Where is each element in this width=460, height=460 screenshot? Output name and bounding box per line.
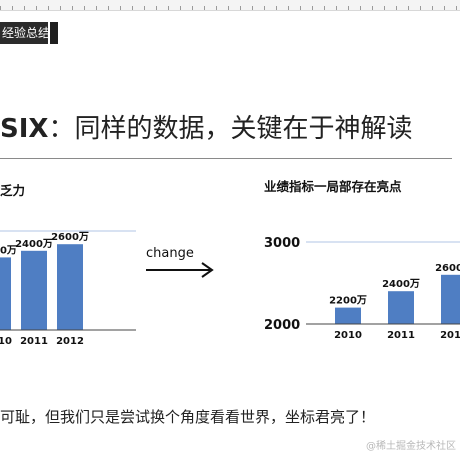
right-arrow-icon [146,262,214,278]
right-bar-chart: 2200万 2010 2400万 2011 2600万 2012 3000 2000 [264,236,460,341]
left-chart-bar-2012 [57,244,83,330]
right-chart-bar-2012 [441,274,460,324]
watermark: @稀土掘金技术社区 [366,441,456,452]
left-chart-x-tick-label: 2012 [56,336,84,347]
right-chart-x-tick-label: 2011 [387,330,415,341]
right-chart-bar-2010 [335,307,361,324]
slide-footer-text: 可耻，但我们只是尝试换个角度看看世界，坐标君亮了！ [0,408,376,426]
tab-summary[interactable]: 经验总结 [0,22,50,44]
title-divider [0,158,452,159]
title-text: ：同样的数据，关键在于神解读 [48,114,413,144]
right-chart-x-tick-label: 2010 [334,330,362,341]
right-chart-data-label: 2200万 [329,295,367,307]
right-chart-data-label: 2600万 [435,262,460,274]
tab-divider [48,22,50,44]
tab-bar: 经验总结 [0,22,58,44]
left-chart-bar-2011 [21,250,47,330]
left-bar-chart: 2200万 2010 2400万 2011 2600万 2012 [0,230,136,347]
right-chart-subtitle: 业绩指标一局部存在亮点 [264,179,402,194]
left-chart-x-tick-label: 2011 [20,336,48,347]
right-chart-y-tick-label: 3000 [264,236,300,251]
left-chart-subtitle: 乏力 [0,183,26,198]
right-chart-y-tick-label: 2000 [264,318,300,333]
left-chart-bar-2010 [0,257,11,330]
arrow-label: change [146,246,194,261]
right-chart-bar-2011 [388,291,414,324]
left-chart-data-label: 2200万 [0,244,17,256]
slide-title: SIX：同样的数据，关键在于神解读 [0,108,412,145]
left-chart-data-label: 2400万 [15,238,53,250]
right-chart-data-label: 2400万 [382,278,420,290]
right-chart-x-tick-label: 2012 [440,330,460,341]
left-chart-x-tick-label: 2010 [0,336,12,347]
left-chart-data-label: 2600万 [51,231,89,243]
title-lead: SIX [0,114,49,144]
ruler [0,0,460,11]
